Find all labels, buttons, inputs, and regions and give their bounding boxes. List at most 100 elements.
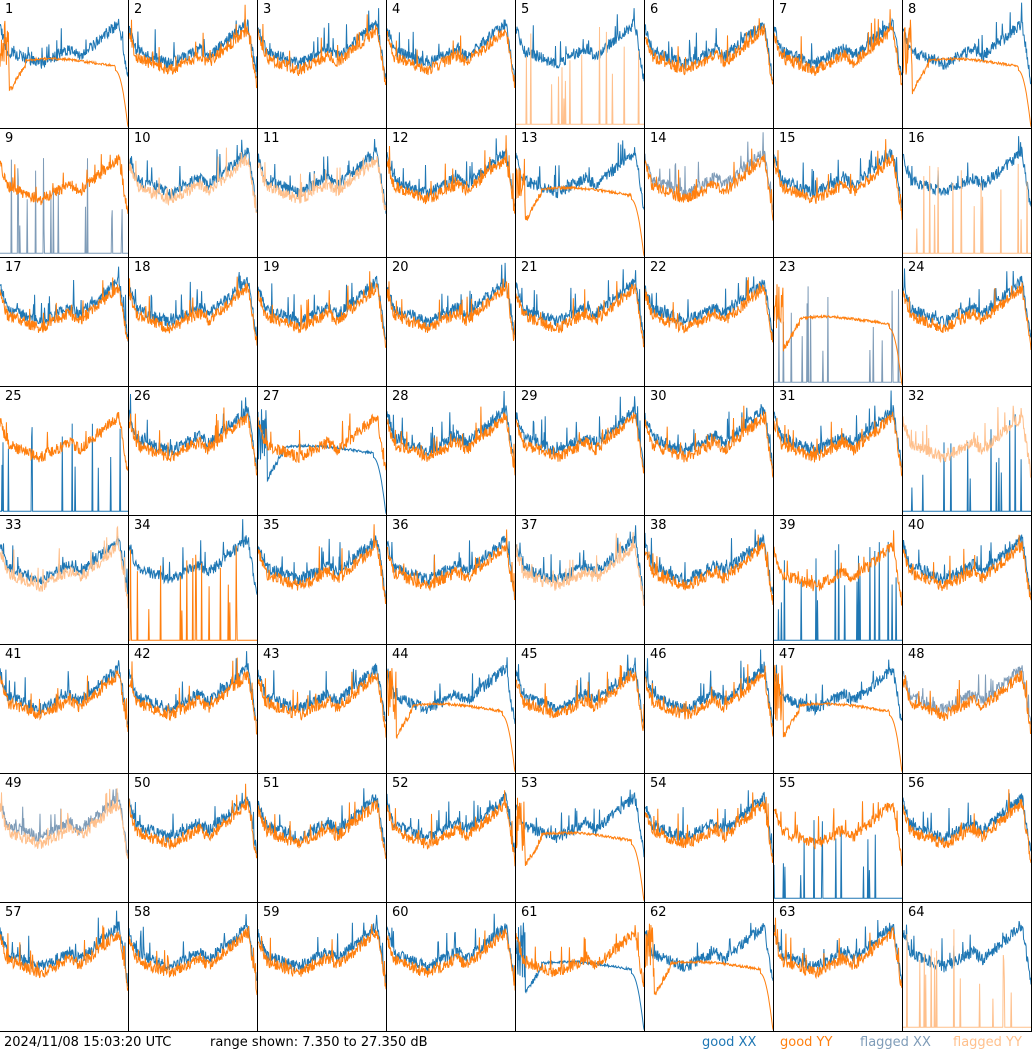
series-yy-16 [903, 163, 1031, 254]
panel-number: 51 [263, 776, 280, 791]
antenna-panel-34: 34 [129, 516, 258, 645]
panel-number: 64 [908, 905, 925, 920]
panel-number: 19 [263, 260, 280, 275]
panel-number: 4 [392, 2, 401, 17]
series-yy-59 [258, 924, 386, 990]
series-xx-9 [0, 158, 128, 254]
series-yy-10 [129, 147, 257, 214]
antenna-panel-42: 42 [129, 645, 258, 774]
series-xx-57 [0, 910, 128, 987]
panel-plot-51 [258, 788, 386, 860]
antenna-panel-33: 33 [0, 516, 129, 645]
timestamp-text: 2024/11/08 15:03:20 UTC [4, 1035, 172, 1050]
antenna-panel-48: 48 [903, 645, 1032, 774]
series-xx-5 [516, 8, 644, 82]
panel-number: 22 [650, 260, 667, 275]
antenna-panel-12: 12 [387, 129, 516, 258]
series-xx-22 [645, 276, 773, 342]
panel-number: 25 [5, 389, 22, 404]
panel-number: 36 [392, 518, 409, 533]
antenna-panel-39: 39 [774, 516, 903, 645]
series-yy-33 [0, 525, 128, 609]
panel-plot-18 [129, 271, 257, 346]
antenna-panel-40: 40 [903, 516, 1032, 645]
panel-number: 27 [263, 389, 280, 404]
panel-plot-16 [903, 136, 1031, 254]
series-xx-15 [774, 148, 902, 209]
panel-number: 48 [908, 647, 925, 662]
panel-plot-1 [0, 18, 128, 127]
series-xx-41 [0, 660, 128, 725]
antenna-panel-22: 22 [645, 258, 774, 387]
series-yy-9 [0, 154, 128, 214]
footer-bar: 2024/11/08 15:03:20 UTC range shown: 7.3… [0, 1033, 1033, 1053]
antenna-panel-55: 55 [774, 774, 903, 903]
panel-plot-63 [774, 917, 902, 989]
panel-plot-22 [645, 276, 773, 343]
series-yy-43 [258, 671, 386, 738]
panel-plot-12 [387, 135, 515, 215]
series-xx-10 [129, 139, 257, 212]
series-yy-27 [258, 413, 386, 471]
panel-plot-20 [387, 262, 515, 342]
panel-number: 15 [779, 131, 796, 146]
panel-number: 23 [779, 260, 796, 275]
panel-plot-21 [516, 269, 644, 348]
panel-number: 46 [650, 647, 667, 662]
antenna-panel-54: 54 [645, 774, 774, 903]
panel-number: 29 [521, 389, 538, 404]
antenna-panel-6: 6 [645, 0, 774, 129]
series-yy-21 [516, 281, 644, 348]
antenna-panel-63: 63 [774, 903, 903, 1032]
panel-number: 26 [134, 389, 151, 404]
panel-plot-14 [645, 132, 773, 221]
legend-flagged-yy: flagged YY [953, 1035, 1022, 1050]
legend-flagged-xx: flagged XX [860, 1035, 931, 1050]
panel-plot-17 [0, 266, 128, 342]
series-xx-33 [0, 535, 128, 599]
series-yy-1 [0, 20, 128, 127]
series-yy-63 [774, 917, 902, 989]
panel-number: 57 [5, 905, 22, 920]
panel-plot-5 [516, 8, 644, 125]
antenna-panel-26: 26 [129, 387, 258, 516]
antenna-panel-61: 61 [516, 903, 645, 1032]
series-xx-29 [516, 396, 644, 469]
panel-plot-46 [645, 649, 773, 737]
series-yy-25 [0, 411, 128, 471]
panel-plot-62 [645, 922, 773, 1030]
series-xx-60 [387, 913, 515, 985]
series-xx-47 [774, 659, 902, 722]
series-yy-40 [903, 534, 1031, 601]
series-yy-17 [0, 277, 128, 342]
series-yy-57 [0, 925, 128, 991]
panel-number: 35 [263, 518, 280, 533]
panel-plot-58 [129, 914, 257, 996]
series-yy-6 [645, 18, 773, 85]
series-yy-41 [0, 669, 128, 732]
series-yy-39 [774, 530, 902, 606]
panel-number: 59 [263, 905, 280, 920]
series-yy-46 [645, 664, 773, 737]
panel-plot-13 [516, 140, 644, 256]
panel-plot-48 [903, 665, 1031, 734]
series-yy-7 [774, 9, 902, 86]
series-yy-28 [387, 406, 515, 476]
panel-number: 50 [134, 776, 151, 791]
panel-plot-41 [0, 660, 128, 732]
series-yy-56 [903, 789, 1031, 863]
panel-plot-44 [387, 657, 515, 772]
panel-plot-60 [387, 913, 515, 991]
antenna-panel-10: 10 [129, 129, 258, 258]
antenna-panel-11: 11 [258, 129, 387, 258]
antenna-panel-44: 44 [387, 645, 516, 774]
series-xx-2 [129, 18, 257, 78]
series-yy-2 [129, 4, 257, 89]
series-xx-53 [516, 789, 644, 858]
panel-plot-45 [516, 654, 644, 731]
panel-plot-7 [774, 9, 902, 86]
panel-plot-39 [774, 530, 902, 641]
series-xx-59 [258, 914, 386, 989]
antenna-panel-60: 60 [387, 903, 516, 1032]
